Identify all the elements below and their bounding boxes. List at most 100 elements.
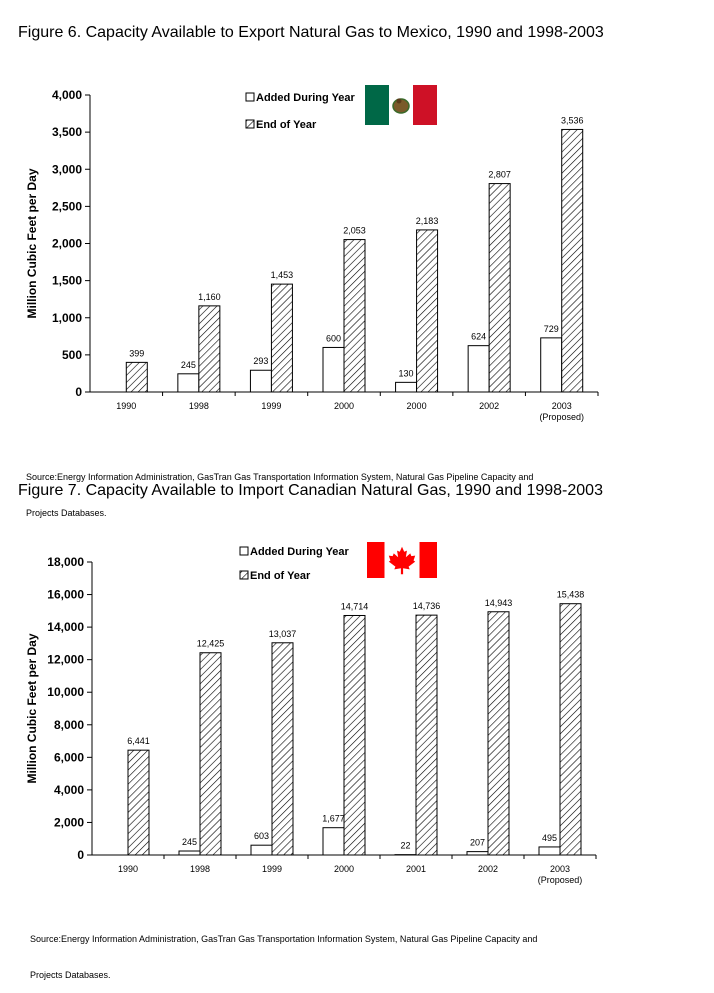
figure-6-chart: 05001,0001,5002,0002,5003,0003,5004,000M… xyxy=(0,70,714,430)
f0-added-label-2: 293 xyxy=(253,356,268,366)
f0-ytick-label-8: 4,000 xyxy=(52,88,82,102)
f0-end-label-1: 1,160 xyxy=(198,292,221,302)
f0-end-bar-0 xyxy=(126,362,147,392)
f0-category-label-4: 2000 xyxy=(407,401,427,411)
f0-ytick-label-3: 1,500 xyxy=(52,274,82,288)
f0-legend-swatch-end xyxy=(246,120,254,128)
f0-end-bar-2 xyxy=(271,284,292,392)
f1-end-label-1: 12,425 xyxy=(197,639,225,649)
f0-ytick-label-0: 0 xyxy=(75,385,82,399)
mexico-flag-green-band xyxy=(365,85,389,125)
f0-ytick-label-4: 2,000 xyxy=(52,237,82,251)
f1-legend-label-added: Added During Year xyxy=(250,546,350,558)
f1-end-bar-1 xyxy=(200,653,221,855)
f0-end-label-6: 3,536 xyxy=(561,115,584,125)
mexico-flag-red-band xyxy=(413,85,437,125)
f0-end-bar-5 xyxy=(489,184,510,392)
f1-category-sublabel-6: (Proposed) xyxy=(538,875,583,885)
f1-category-label-3: 2000 xyxy=(334,864,354,874)
f0-added-bar-2 xyxy=(250,370,271,392)
figure-7-title: Figure 7. Capacity Available to Import C… xyxy=(18,482,603,500)
f0-added-label-3: 600 xyxy=(326,333,341,343)
f1-added-bar-2 xyxy=(251,845,272,855)
figure-6-title: Figure 6. Capacity Available to Export N… xyxy=(18,24,604,42)
f0-added-bar-1 xyxy=(178,374,199,392)
f0-legend-label-end: End of Year xyxy=(256,119,317,131)
f1-ytick-label-9: 18,000 xyxy=(47,555,84,569)
f1-added-label-3: 1,677 xyxy=(322,814,345,824)
f1-end-label-0: 6,441 xyxy=(127,736,150,746)
f0-y-axis-label: Million Cubic Feet per Day xyxy=(25,168,39,318)
figure-6-source-line2: Projects Databases. xyxy=(26,507,533,519)
f0-ytick-label-2: 1,000 xyxy=(52,311,82,325)
figure-7-source-line1: Source:Energy Information Administration… xyxy=(30,933,537,945)
f0-legend-swatch-added xyxy=(246,93,254,101)
figure-7-source: Source:Energy Information Administration… xyxy=(30,909,537,993)
f0-legend: Added During Year End of Year xyxy=(246,92,356,131)
f1-category-label-2: 1999 xyxy=(262,864,282,874)
f0-end-label-2: 1,453 xyxy=(271,270,294,280)
f0-category-sublabel-6: (Proposed) xyxy=(539,412,584,422)
f0-category-label-0: 1990 xyxy=(116,401,136,411)
f1-category-label-0: 1990 xyxy=(118,864,138,874)
f0-category-label-6: 2003 xyxy=(552,401,572,411)
f1-legend-swatch-end xyxy=(240,571,248,579)
f1-added-bar-1 xyxy=(179,851,200,855)
f1-added-label-5: 207 xyxy=(470,838,485,848)
canada-flag xyxy=(367,542,437,578)
f0-added-label-6: 729 xyxy=(544,324,559,334)
f1-end-label-2: 13,037 xyxy=(269,629,297,639)
f1-ytick-label-0: 0 xyxy=(77,848,84,862)
f0-end-label-5: 2,807 xyxy=(488,170,511,180)
mexico-eagle-head-icon xyxy=(397,99,402,104)
f0-ytick-label-1: 500 xyxy=(62,348,82,362)
f0-legend-label-added: Added During Year xyxy=(256,92,356,104)
f0-added-label-4: 130 xyxy=(399,368,414,378)
f0-ytick-label-5: 2,500 xyxy=(52,199,82,213)
canada-flag-left-band xyxy=(367,542,385,578)
f0-category-label-1: 1998 xyxy=(189,401,209,411)
figure-7-chart: 02,0004,0006,0008,00010,00012,00014,0001… xyxy=(0,530,714,900)
f0-added-bar-5 xyxy=(468,346,489,392)
f1-added-bar-5 xyxy=(467,852,488,855)
f0-added-label-1: 245 xyxy=(181,360,196,370)
mexico-flag xyxy=(365,85,437,125)
f1-ytick-label-8: 16,000 xyxy=(47,588,84,602)
f1-added-label-2: 603 xyxy=(254,831,269,841)
f1-end-bar-6 xyxy=(560,604,581,855)
f0-end-label-0: 399 xyxy=(129,348,144,358)
f1-ytick-label-6: 12,000 xyxy=(47,653,84,667)
f0-ytick-label-7: 3,500 xyxy=(52,125,82,139)
f1-end-bar-3 xyxy=(344,615,365,855)
f1-category-label-4: 2001 xyxy=(406,864,426,874)
f1-end-label-4: 14,736 xyxy=(413,601,441,611)
f0-added-bar-3 xyxy=(323,347,344,392)
f1-y-axis-label: Million Cubic Feet per Day xyxy=(25,633,39,783)
f1-end-bar-0 xyxy=(128,750,149,855)
f1-legend-label-end: End of Year xyxy=(250,570,311,582)
f0-category-label-3: 2000 xyxy=(334,401,354,411)
canada-flag-right-band xyxy=(420,542,438,578)
f0-end-label-3: 2,053 xyxy=(343,226,366,236)
f1-added-bar-3 xyxy=(323,828,344,855)
f0-end-bar-6 xyxy=(562,129,583,392)
f0-category-label-2: 1999 xyxy=(261,401,281,411)
f1-added-bar-6 xyxy=(539,847,560,855)
f1-added-label-4: 22 xyxy=(400,841,410,851)
f1-ytick-label-5: 10,000 xyxy=(47,685,84,699)
f1-end-bar-5 xyxy=(488,612,509,855)
f1-end-bar-4 xyxy=(416,615,437,855)
f1-ytick-label-4: 8,000 xyxy=(54,718,84,732)
f1-end-label-3: 14,714 xyxy=(341,601,369,611)
f1-ytick-label-3: 6,000 xyxy=(54,750,84,764)
figure-7-source-line2: Projects Databases. xyxy=(30,969,537,981)
f1-category-label-5: 2002 xyxy=(478,864,498,874)
f0-category-label-5: 2002 xyxy=(479,401,499,411)
f1-added-label-1: 245 xyxy=(182,837,197,847)
f1-legend-swatch-added xyxy=(240,547,248,555)
f0-end-label-4: 2,183 xyxy=(416,216,439,226)
f1-added-label-6: 495 xyxy=(542,833,557,843)
f0-added-label-5: 624 xyxy=(471,332,486,342)
f1-end-bar-2 xyxy=(272,643,293,855)
f0-added-bar-4 xyxy=(396,382,417,392)
